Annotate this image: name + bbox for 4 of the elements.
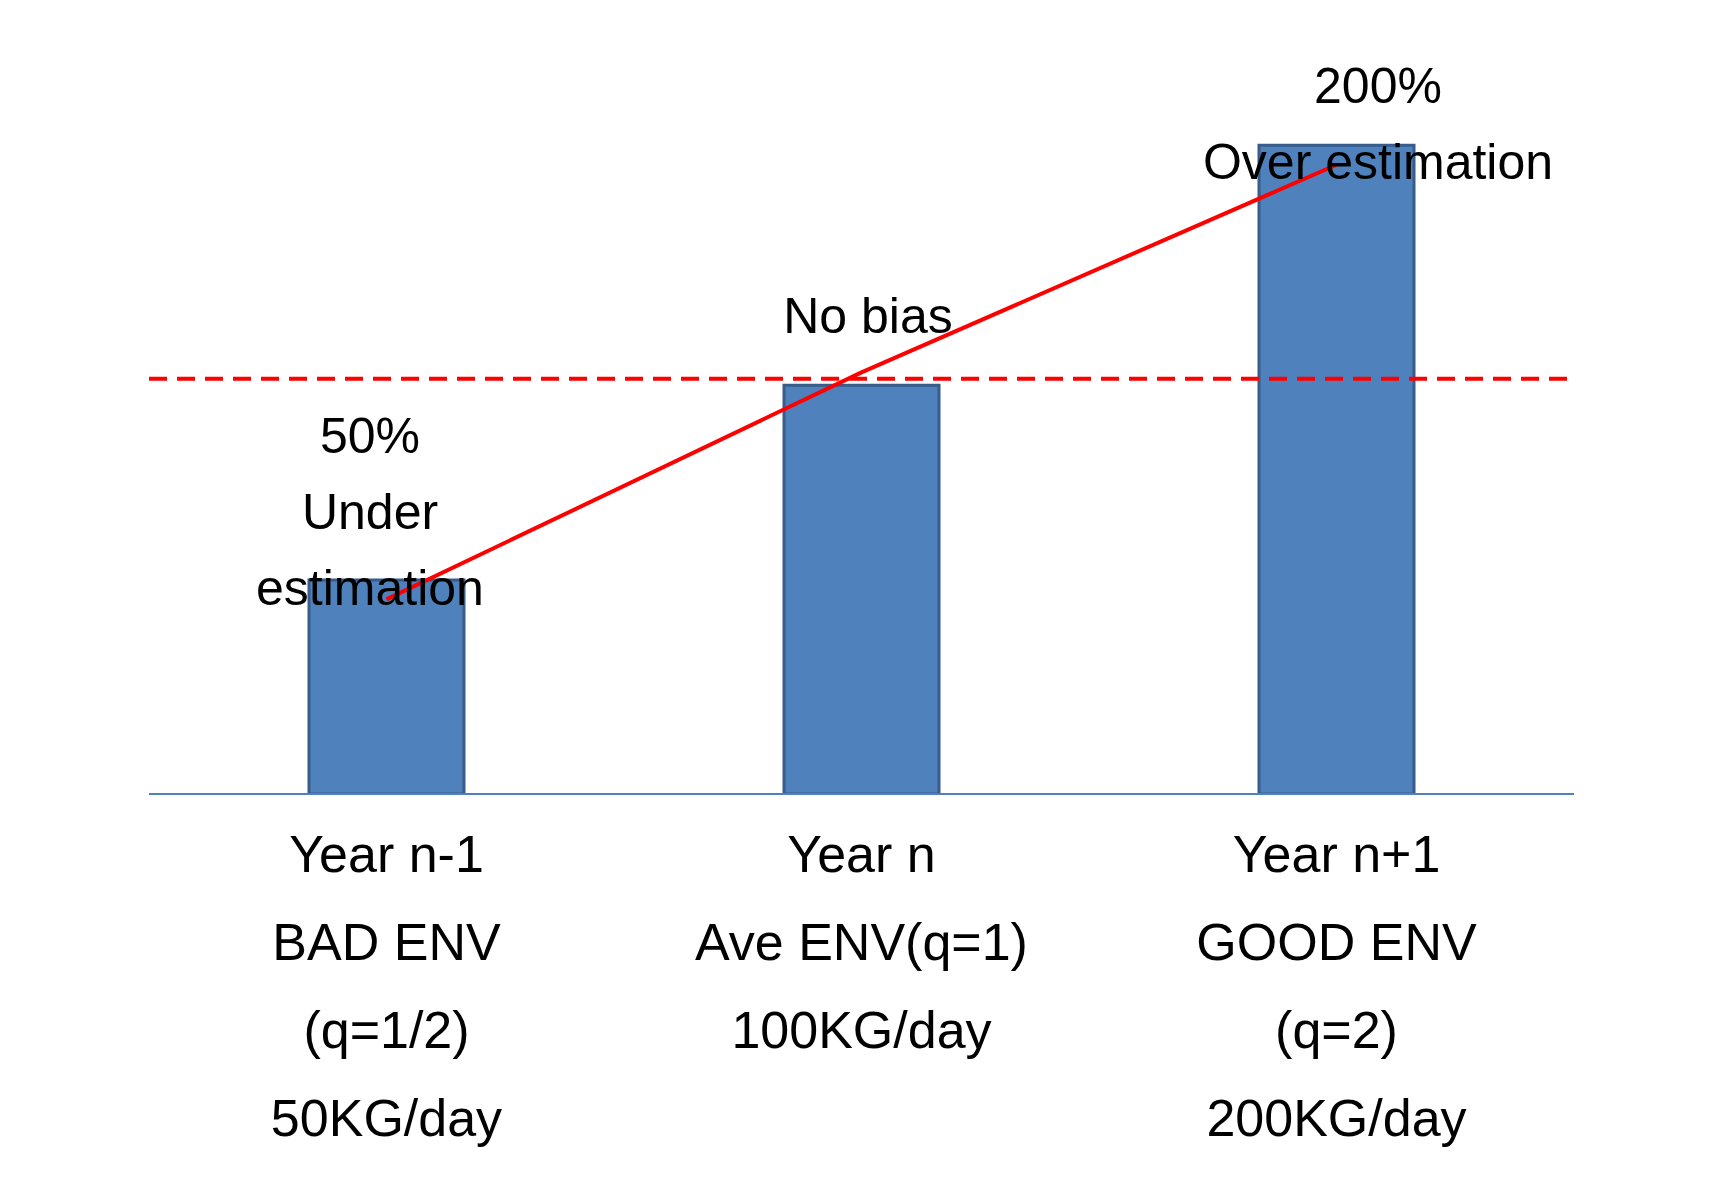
annotation: No bias bbox=[782, 287, 954, 346]
x-tick-label: Year n Ave ENV(q=1) 100KG/day bbox=[695, 825, 1028, 1059]
x-tick-label: Year n+1 GOOD ENV (q=2) 200KG/day bbox=[1196, 825, 1477, 1147]
x-tick-label: Year n-1 BAD ENV (q=1/2) 50KG/day bbox=[270, 825, 503, 1147]
